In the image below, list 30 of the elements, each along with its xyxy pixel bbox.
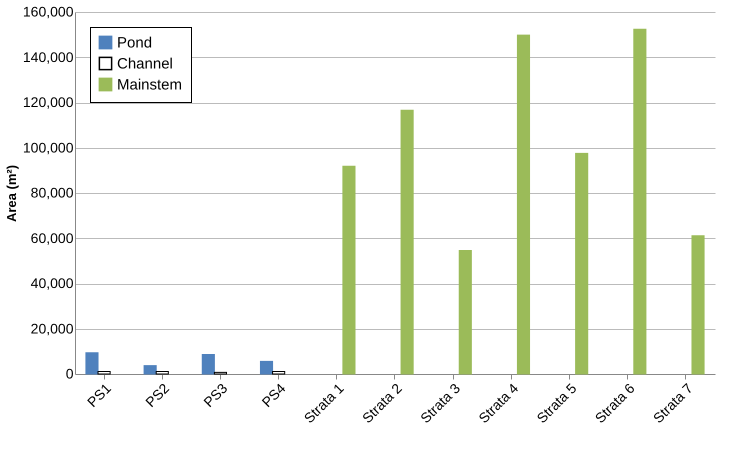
legend-label: Channel [117, 56, 173, 72]
y-tick-label: 0 [66, 366, 74, 382]
y-tick-label: 120,000 [22, 94, 74, 110]
bar [575, 152, 588, 374]
y-axis-title: Area (m²) [4, 164, 19, 222]
legend-label: Mainstem [117, 76, 182, 94]
bar [342, 166, 356, 374]
bar [272, 371, 286, 374]
x-tick-label: PS3 [200, 380, 230, 410]
bar [144, 365, 157, 374]
y-tick-label: 100,000 [22, 139, 74, 156]
y-tick-label: 40,000 [30, 275, 74, 291]
bar [260, 360, 274, 374]
legend-label: Pond [117, 34, 152, 52]
y-tick-label: 80,000 [30, 184, 74, 200]
bar [400, 110, 414, 374]
y-tick-label: 20,000 [30, 320, 74, 336]
bar [156, 371, 169, 374]
bar [516, 34, 530, 374]
y-tick-label: 160,000 [22, 4, 74, 20]
bar [691, 235, 705, 374]
bar [85, 352, 99, 374]
y-tick-label: 140,000 [22, 48, 74, 65]
y-tick-label: 60,000 [30, 230, 74, 246]
bar [98, 371, 111, 374]
x-tick-label: PS1 [84, 380, 114, 410]
bar [202, 354, 215, 374]
bar [458, 250, 472, 374]
x-tick-label: PS2 [142, 380, 172, 410]
bar [633, 28, 646, 374]
